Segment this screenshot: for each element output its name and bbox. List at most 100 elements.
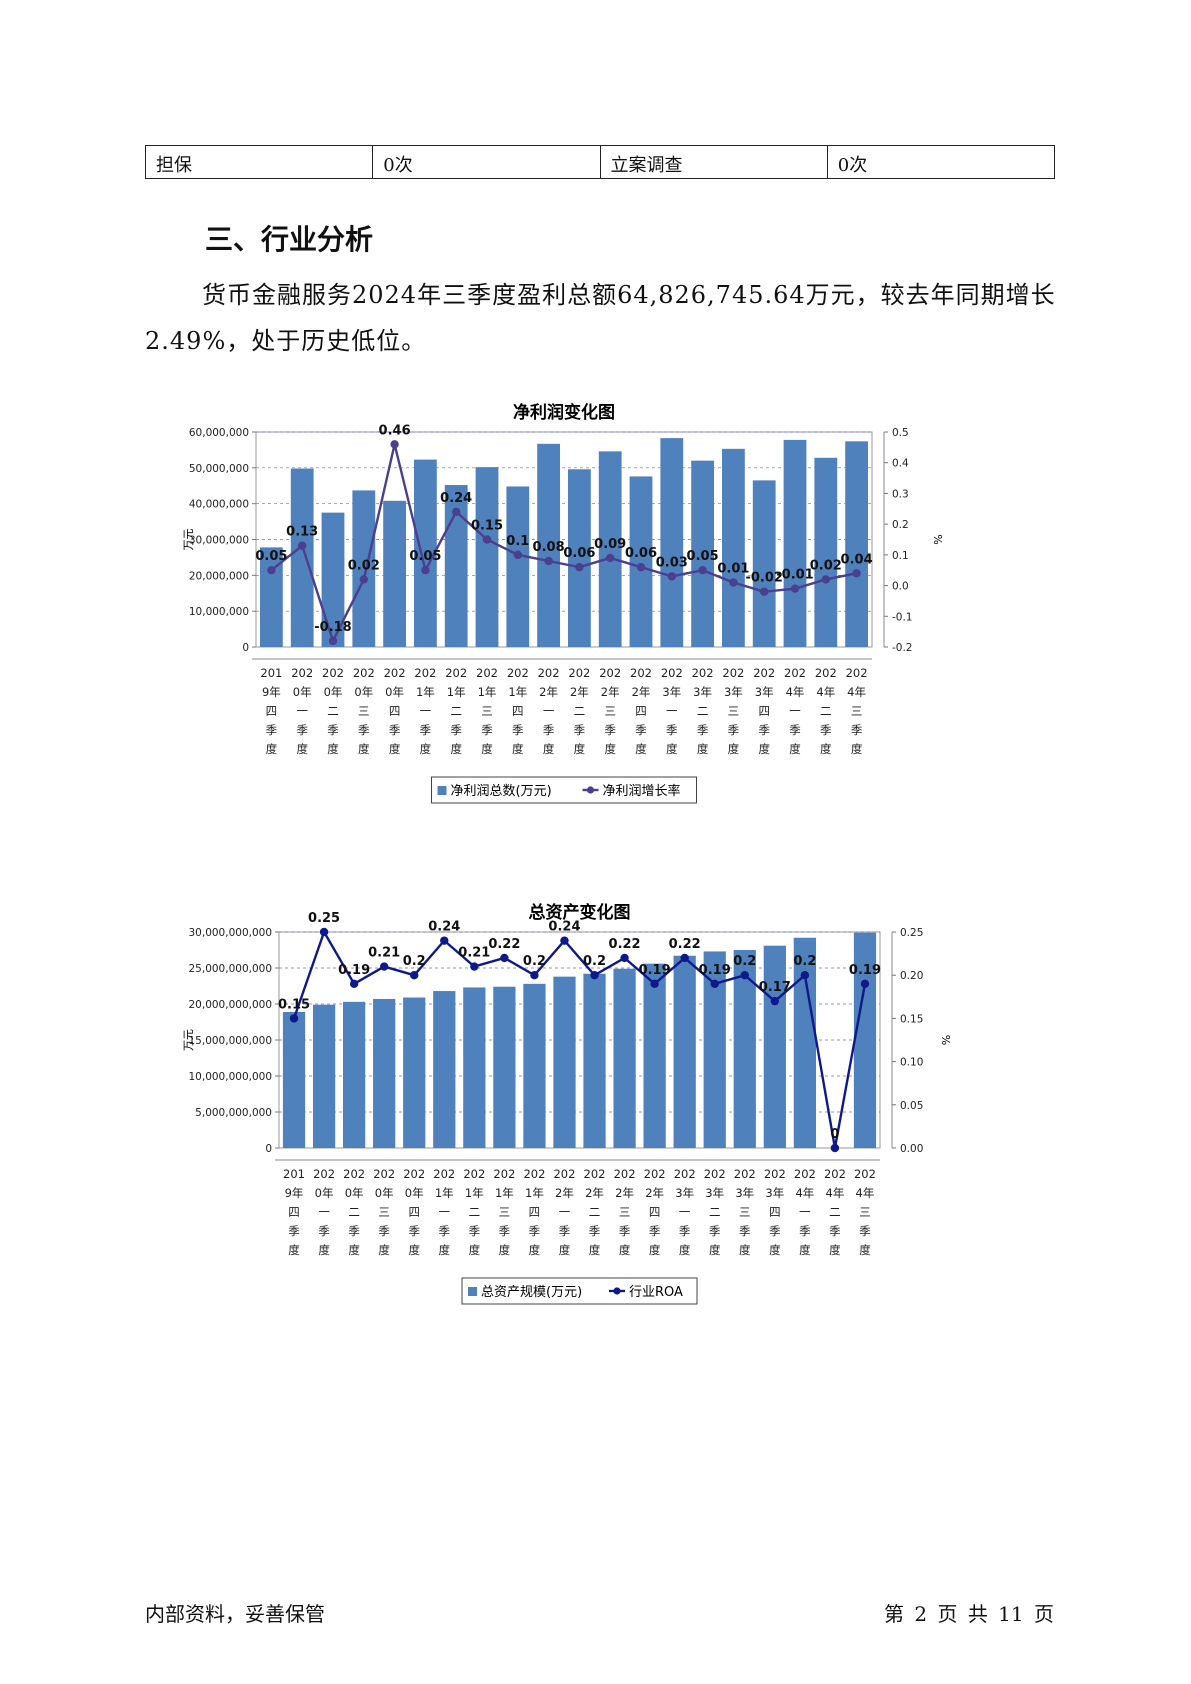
line-point (590, 971, 599, 980)
x-tick-label: 202 1年四季度 (523, 1167, 545, 1257)
net-profit-chart: 净利润变化图 0 10,000,000 20,000,000 30,000,000 40,… (180, 390, 960, 840)
x-tick-label: 202 1年三季度 (476, 666, 498, 756)
data-label: 0.24 (440, 491, 472, 506)
data-label: 0.05 (255, 549, 287, 564)
y-tick-label: 25,000,000,000 (189, 963, 273, 975)
y-tick-label: 30,000,000,000 (189, 927, 273, 939)
footer-confidential: 内部资料，妥善保管 (145, 1602, 325, 1626)
data-label: 0.15 (278, 997, 310, 1012)
y2-tick-label: -0.2 (892, 642, 913, 654)
y2-tick-label: 0.0 (892, 581, 909, 593)
line-point (770, 996, 780, 1006)
table-cell: 担保 (144, 145, 374, 179)
x-tick-label: 202 0年三季度 (373, 1167, 395, 1257)
y-axis-label: 万元 (182, 529, 195, 551)
y2-axis-label: % (940, 1035, 953, 1045)
bar (629, 476, 653, 647)
bar (583, 973, 606, 1148)
bar (414, 459, 437, 647)
bar (673, 955, 696, 1148)
x-tick-label: 202 1年一季度 (433, 1167, 455, 1257)
legend-box (431, 776, 697, 804)
line-point (319, 927, 329, 937)
line-point (452, 507, 461, 517)
line-point (513, 550, 522, 560)
data-label: -0.01 (776, 568, 813, 583)
y2-tick-label: 0.1 (892, 550, 909, 562)
data-label: 0.02 (348, 558, 380, 573)
data-label: 0.01 (717, 562, 749, 577)
data-label: 0.19 (338, 963, 370, 978)
line-point (544, 556, 553, 566)
bar (463, 987, 486, 1148)
table-cell: 0次 (372, 145, 601, 179)
data-label: 0.05 (687, 549, 719, 564)
x-tick-label: 201 9年四季度 (283, 1167, 305, 1257)
line-point (298, 541, 307, 550)
data-label: 0.21 (368, 946, 400, 961)
bar (793, 937, 816, 1148)
bar (783, 439, 807, 647)
line-point (421, 566, 430, 575)
x-tick-label: 202 2年三季度 (599, 666, 621, 756)
data-label: 0.22 (609, 937, 641, 952)
data-label: 0.22 (669, 937, 701, 952)
line-point (328, 636, 338, 646)
line-point (852, 569, 861, 578)
legend-bar-swatch (437, 786, 447, 795)
data-label: 0.04 (841, 552, 873, 567)
line-point (482, 535, 492, 544)
bar (403, 997, 426, 1148)
bar (845, 441, 868, 647)
line-point (830, 1143, 840, 1153)
bar (703, 951, 726, 1148)
x-tick-label: 202 4年三季度 (854, 1167, 876, 1257)
line-point (267, 566, 276, 575)
x-tick-label: 202 3年四季度 (753, 666, 775, 756)
x-tick-label: 202 3年二季度 (692, 666, 714, 756)
x-tick-label: 202 2年二季度 (568, 666, 590, 756)
data-label: -0.18 (314, 620, 351, 635)
bar (752, 480, 776, 647)
legend-label: 净利润总数(万元) (451, 784, 552, 799)
y-tick-label: 20,000,000,000 (189, 999, 273, 1011)
line-point (575, 562, 584, 572)
legend-box (461, 1277, 698, 1305)
data-label: 0.19 (699, 963, 731, 978)
x-tick-label: 202 0年一季度 (313, 1167, 335, 1257)
x-tick-label: 202 0年四季度 (384, 666, 406, 756)
legend-bar-swatch (468, 1287, 477, 1296)
x-tick-label: 202 1年四季度 (507, 666, 529, 756)
x-tick-label: 202 0年三季度 (353, 666, 375, 756)
x-tick-label: 202 4年二季度 (815, 666, 837, 756)
legend-label: 总资产规模(万元) (481, 1285, 582, 1300)
y2-tick-label: 0.3 (892, 488, 909, 500)
y-tick-label: 0 (242, 642, 249, 654)
line-point (500, 953, 509, 963)
x-tick-label: 202 4年一季度 (784, 666, 806, 756)
x-tick-label: 202 3年三季度 (722, 666, 744, 756)
data-label: 0.06 (625, 546, 657, 561)
data-label: 0.22 (488, 937, 520, 952)
data-label: 0.21 (458, 946, 490, 961)
data-label: 0.13 (286, 525, 318, 540)
table-cell: 立案调查 (599, 145, 828, 179)
y2-tick-label: 0.00 (900, 1143, 923, 1155)
line-point (470, 962, 479, 971)
series-line (292, 929, 867, 1149)
data-label: 0.25 (308, 911, 340, 926)
y2-tick-label: 0.20 (900, 970, 923, 982)
bar (506, 486, 530, 647)
table-row: 担保 0次 立案调查 0次 (144, 145, 1056, 179)
x-tick-label: 202 4年二季度 (824, 1167, 846, 1257)
data-label: 0.2 (523, 954, 546, 969)
line-point (530, 971, 539, 980)
data-label: 0.05 (409, 549, 441, 564)
y-axis-label: 万元 (182, 1029, 195, 1051)
line-point (740, 971, 749, 980)
chart-title: 总资产变化图 (529, 902, 631, 923)
data-label: 0.19 (849, 963, 881, 978)
bar (282, 1011, 306, 1148)
y-tick-label: 50,000,000 (189, 463, 249, 475)
chart-content: 总资产变化图 0 5,000,000,000 10,000,000,000 15,000… (182, 902, 953, 1305)
